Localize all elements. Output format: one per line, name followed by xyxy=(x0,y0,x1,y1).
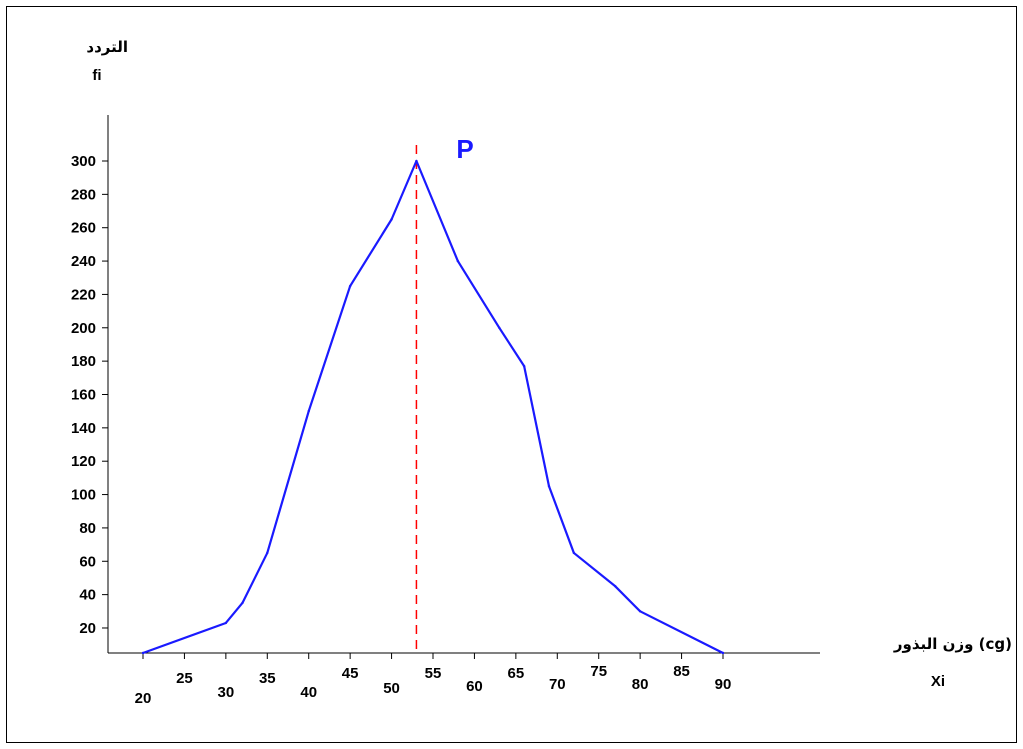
data-point xyxy=(638,610,642,613)
x-tick-label: 20 xyxy=(135,690,152,707)
x-tick-label: 50 xyxy=(383,680,400,697)
data-point xyxy=(572,551,576,555)
y-tick-label: 180 xyxy=(71,353,96,370)
y-tick-label: 280 xyxy=(71,186,96,203)
data-point xyxy=(614,585,617,588)
x-tick-label: 65 xyxy=(508,665,525,682)
x-tick-label: 25 xyxy=(176,670,193,687)
x-tick-label: 85 xyxy=(673,663,690,680)
y-tick-label: 240 xyxy=(71,253,96,270)
x-axis-symbol: Xi xyxy=(931,673,945,690)
x-tick-label: 55 xyxy=(425,665,442,682)
data-point xyxy=(224,621,228,625)
y-tick-label: 200 xyxy=(71,320,96,337)
data-point xyxy=(348,284,352,288)
y-tick-label: 120 xyxy=(71,453,96,470)
x-tick-label: 35 xyxy=(259,670,276,687)
y-tick-label: 300 xyxy=(71,153,96,170)
y-tick-label: 40 xyxy=(79,587,96,604)
chart-frame xyxy=(6,6,1017,743)
y-tick-label: 260 xyxy=(71,220,96,237)
x-tick-label: 40 xyxy=(300,684,317,701)
x-tick-label: 80 xyxy=(632,676,649,693)
data-point xyxy=(547,485,551,488)
y-axis-ticks: 20 40 60 80 100 120 140 160 180 200 220 240 260 280 30… xyxy=(71,153,108,637)
x-axis-title: وزن البذور (cg) xyxy=(893,635,1012,653)
mode-point-label: P xyxy=(456,134,473,164)
y-tick-label: 60 xyxy=(79,553,96,570)
x-tick-label: 60 xyxy=(466,678,483,695)
x-tick-label: 90 xyxy=(715,676,732,693)
x-axis-ticks: 20 25 30 35 40 45 50 55 60 65 70 75 80 85 90 xyxy=(135,653,732,707)
data-point xyxy=(456,259,460,263)
data-point xyxy=(721,651,725,655)
data-point xyxy=(498,326,501,329)
y-axis-title: التردد xyxy=(86,38,128,56)
data-point xyxy=(415,159,418,163)
data-point xyxy=(266,551,269,555)
y-tick-label: 20 xyxy=(79,620,96,637)
x-tick-label: 75 xyxy=(590,663,607,680)
y-axis-symbol: fi xyxy=(92,67,101,84)
x-tick-label: 30 xyxy=(218,684,235,701)
y-tick-label: 140 xyxy=(71,420,96,437)
x-tick-label: 45 xyxy=(342,665,359,682)
x-tick-label: 70 xyxy=(549,676,566,693)
y-tick-label: 220 xyxy=(71,286,96,303)
series-line xyxy=(142,159,724,655)
data-point xyxy=(307,409,310,413)
data-point xyxy=(241,601,244,605)
axes xyxy=(107,115,820,654)
series-group xyxy=(141,145,725,655)
data-point xyxy=(390,218,393,221)
y-tick-label: 100 xyxy=(71,487,96,504)
y-tick-label: 80 xyxy=(79,520,96,537)
data-point xyxy=(141,651,145,655)
data-point xyxy=(522,364,526,368)
y-tick-label: 160 xyxy=(71,386,96,403)
